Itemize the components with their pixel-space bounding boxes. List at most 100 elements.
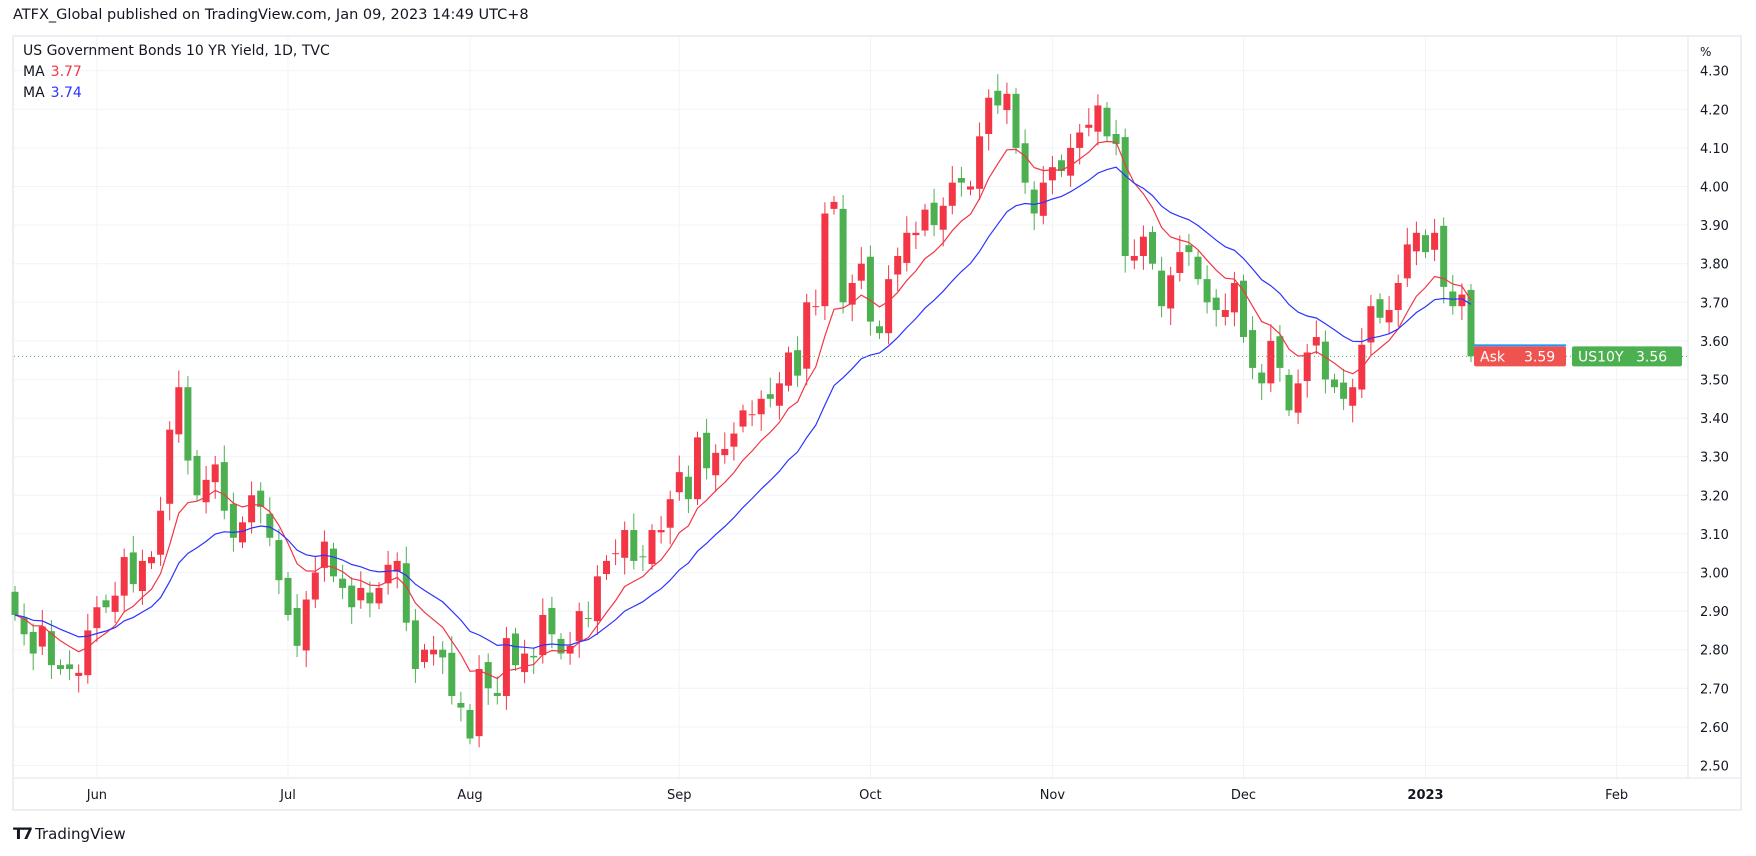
price-tick-label: 3.50	[1700, 374, 1729, 389]
candle-up	[1458, 294, 1466, 307]
candle-up	[821, 213, 829, 307]
candle-up	[1294, 383, 1302, 413]
candle-down	[366, 592, 374, 604]
ma-fast-label: MA	[23, 64, 45, 80]
candle-up	[111, 595, 119, 612]
candle-up	[694, 437, 701, 500]
price-tick-label: 3.70	[1700, 296, 1729, 311]
candle-up	[803, 302, 811, 369]
candle-down	[402, 563, 410, 623]
candle-up	[384, 564, 392, 584]
candle-down	[1149, 232, 1156, 264]
price-tick-label: 4.00	[1700, 181, 1729, 196]
price-tick-label: 3.30	[1700, 451, 1729, 466]
candle-down	[102, 600, 110, 608]
price-tick-label: 3.90	[1700, 219, 1729, 234]
candle-down	[1340, 382, 1348, 399]
candle-up	[1221, 310, 1229, 317]
candle-down	[1467, 289, 1475, 357]
candle-down	[703, 432, 711, 469]
candle-up	[1003, 93, 1011, 111]
candle-down	[348, 585, 356, 608]
candle-up	[712, 452, 720, 476]
time-tick-label: Feb	[1605, 788, 1628, 803]
ma-slow-legend[interactable]: MA 3.74	[23, 83, 330, 104]
symbol-title: US Government Bonds 10 YR Yield, 1D, TVC	[23, 43, 330, 59]
candle-up	[502, 638, 510, 697]
candle-down	[766, 394, 774, 399]
candle-up	[1094, 105, 1102, 132]
candle-up	[421, 649, 428, 663]
candle-down	[330, 548, 337, 577]
candle-down	[411, 620, 419, 669]
candle-down	[1376, 299, 1384, 318]
candle-up	[120, 557, 128, 596]
candle-down	[876, 326, 883, 334]
candle-up	[857, 263, 865, 281]
price-tick-label: 4.10	[1700, 142, 1729, 157]
candle-down	[1103, 107, 1111, 137]
candle-up	[1403, 244, 1411, 279]
ma-fast-line	[14, 140, 1472, 680]
candle-down	[1440, 225, 1448, 287]
time-tick-label: Jun	[86, 788, 107, 803]
candle-down	[512, 633, 519, 666]
ask-tag-top	[1474, 344, 1566, 347]
candle-down	[493, 692, 501, 697]
price-tick-label: 3.40	[1700, 412, 1729, 427]
candle-down	[1331, 379, 1338, 388]
candle-up	[912, 232, 920, 236]
candle-down	[1030, 189, 1038, 214]
tradingview-brand: TradingView	[35, 824, 126, 843]
time-tick-label: 2023	[1407, 788, 1443, 803]
candle-up	[38, 626, 46, 647]
candle-up	[939, 205, 947, 230]
candle-up	[757, 398, 765, 415]
candle-down	[794, 350, 802, 376]
candle-down	[1321, 341, 1329, 380]
price-tick-label: 2.70	[1700, 682, 1729, 697]
price-unit-label: %	[1700, 45, 1711, 59]
candle-up	[575, 611, 583, 642]
candle-down	[1203, 279, 1211, 303]
tradingview-logo[interactable]: T7 TradingView	[13, 824, 126, 843]
candle-up	[93, 607, 101, 629]
ma-slow-label: MA	[23, 85, 45, 101]
candle-up	[166, 429, 174, 504]
candle-up	[785, 352, 792, 386]
candle-up	[666, 499, 674, 528]
candle-up	[985, 97, 993, 135]
candle-up	[1130, 255, 1138, 261]
candle-up	[921, 209, 929, 231]
candle-up	[375, 587, 383, 604]
candle-up	[976, 136, 984, 189]
candle-down	[548, 608, 556, 635]
candle-down	[29, 631, 37, 654]
price-tick-label: 3.80	[1700, 258, 1729, 273]
candle-up	[1431, 232, 1439, 250]
candle-up	[1139, 236, 1147, 256]
candle-up	[621, 530, 629, 558]
tradingview-logo-icon: T7	[13, 824, 33, 843]
candle-down	[220, 462, 228, 511]
candle-down	[630, 530, 638, 561]
time-tick-label: Nov	[1040, 788, 1066, 803]
candle-down	[584, 618, 592, 620]
candle-down	[1249, 330, 1257, 368]
candle-down	[47, 631, 55, 666]
candle-down	[839, 208, 847, 303]
candle-up	[748, 414, 756, 416]
ask-tag	[1474, 346, 1566, 367]
ma-fast-legend[interactable]: MA 3.77	[23, 62, 330, 83]
candle-down	[484, 662, 492, 689]
ma-slow-value: 3.74	[50, 85, 82, 101]
last-price-value: 3.56	[1636, 349, 1667, 365]
ma-slow-line	[14, 166, 1472, 649]
candle-up	[1176, 252, 1184, 273]
candle-up	[1085, 124, 1093, 128]
candle-up	[1385, 310, 1393, 323]
candle-down	[994, 90, 1002, 106]
candle-up	[903, 232, 911, 263]
candle-down	[339, 578, 347, 588]
